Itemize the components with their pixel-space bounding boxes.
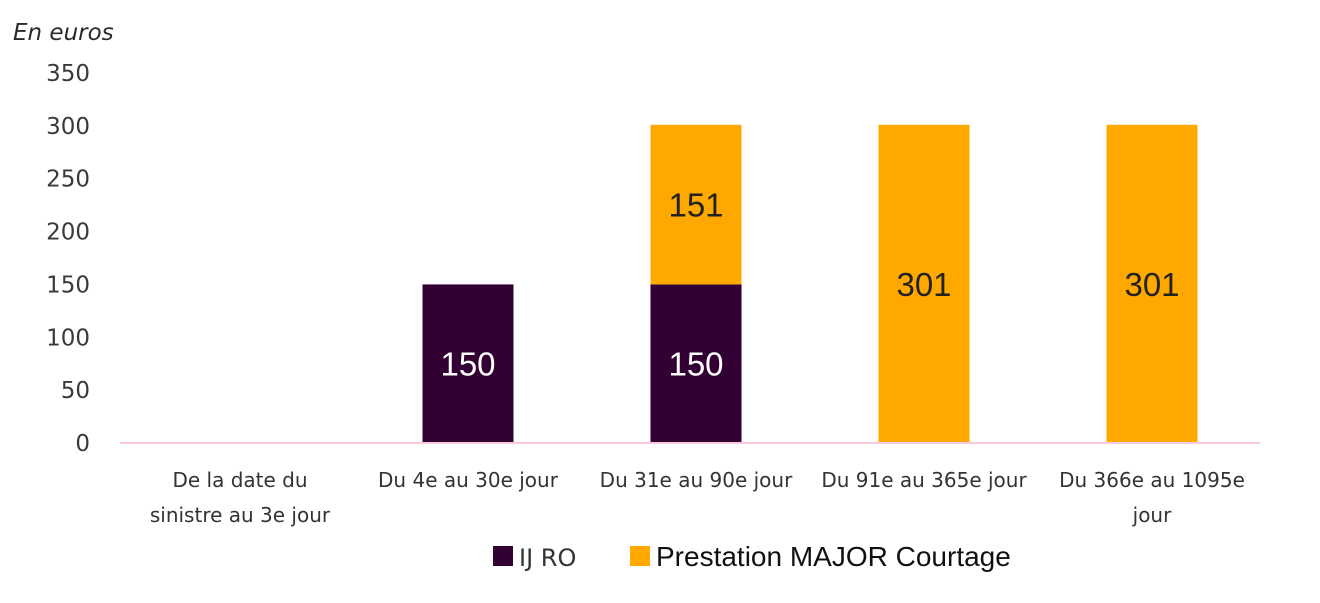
legend-label-prestation: Prestation MAJOR Courtage xyxy=(656,541,1011,572)
category-label: Du 4e au 30e jour xyxy=(378,468,559,492)
y-tick-label: 300 xyxy=(46,114,90,140)
category-label: Du 31e au 90e jour xyxy=(600,468,793,492)
legend-swatch-ij-ro xyxy=(493,546,513,566)
data-label: 150 xyxy=(440,346,495,383)
legend-label-ij-ro: IJ RO xyxy=(519,544,576,572)
y-tick-label: 0 xyxy=(75,431,90,457)
bar-segment-prestation xyxy=(650,124,742,285)
y-tick-label: 250 xyxy=(46,167,90,193)
data-label: 301 xyxy=(1124,266,1179,303)
y-axis-ticks: 0 50 100 150 200 250 300 350 xyxy=(46,61,90,457)
bar-segment-prestation xyxy=(878,124,970,444)
y-tick-label: 200 xyxy=(46,220,90,246)
category-label: Du 366e au 1095e jour xyxy=(1059,468,1245,527)
bars: 150 150 151 301 301 xyxy=(422,124,1198,444)
x-axis-category-labels: De la date du sinistre au 3e jour Du 4e au… xyxy=(150,468,1245,527)
legend-swatch-prestation xyxy=(630,546,650,566)
data-label: 151 xyxy=(668,187,723,224)
bar-segment-ij-ro xyxy=(422,284,514,443)
bar-segment-ij-ro xyxy=(650,284,742,443)
y-tick-label: 150 xyxy=(46,272,90,298)
y-axis-title: En euros xyxy=(13,20,114,46)
y-tick-label: 100 xyxy=(46,325,90,351)
bar-segment-prestation xyxy=(1106,124,1198,444)
data-label: 150 xyxy=(668,346,723,383)
data-label: 301 xyxy=(896,266,951,303)
category-label: Du 91e au 365e jour xyxy=(821,468,1027,492)
category-label: De la date du sinistre au 3e jour xyxy=(150,468,331,527)
y-tick-label: 350 xyxy=(46,61,90,87)
legend: IJ RO Prestation MAJOR Courtage xyxy=(493,541,1011,572)
y-tick-label: 50 xyxy=(61,378,90,404)
